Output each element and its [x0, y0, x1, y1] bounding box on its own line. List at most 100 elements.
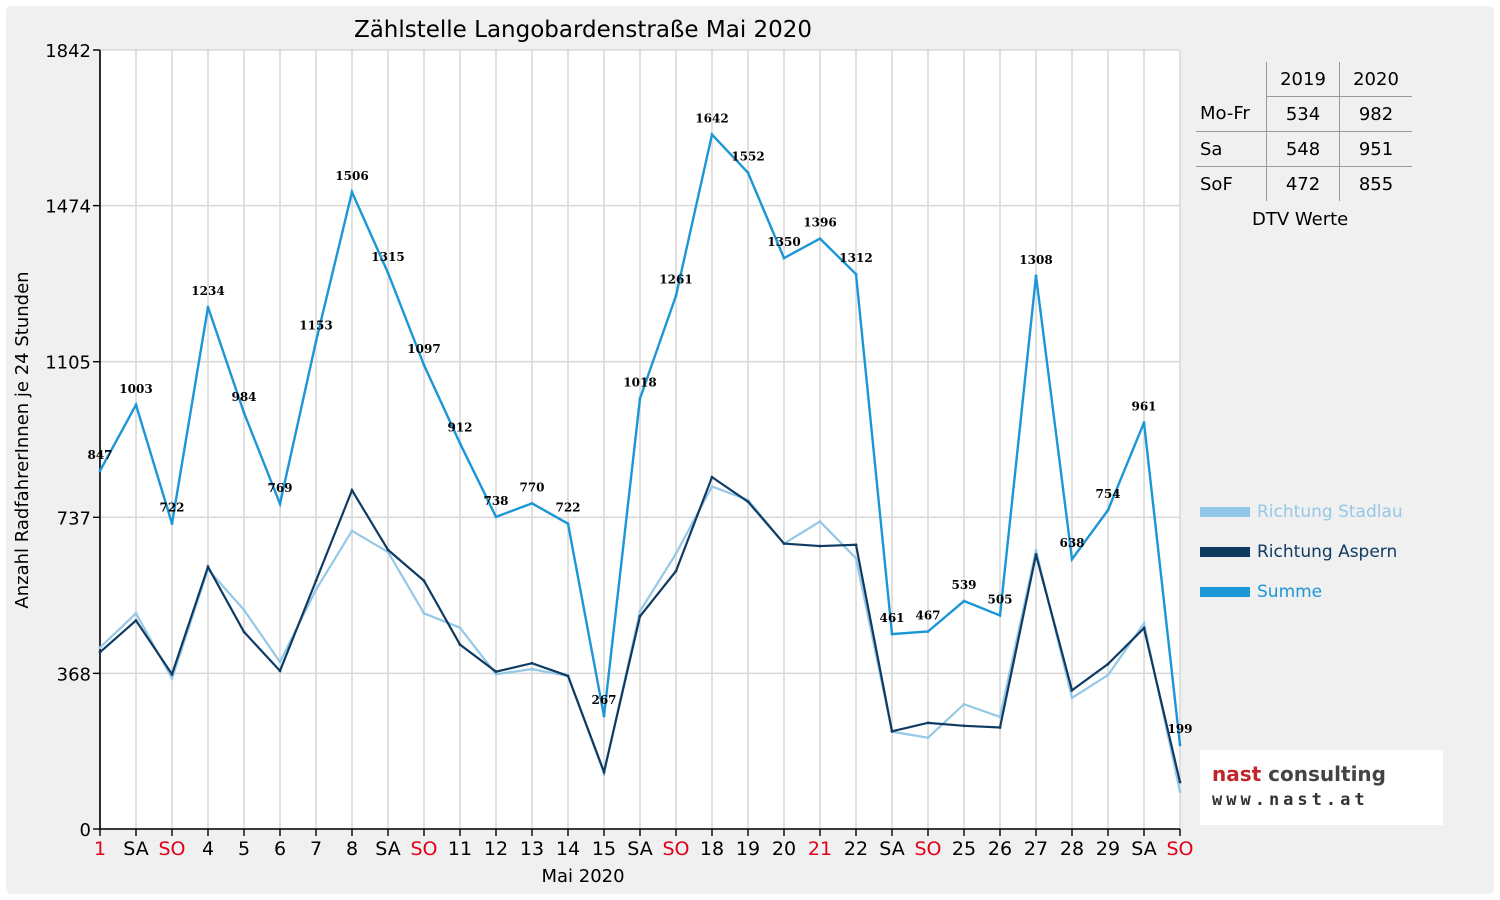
x-tick-label: SA: [627, 838, 652, 860]
data-point: [854, 272, 858, 276]
data-point: [818, 544, 822, 548]
data-point: [854, 543, 858, 547]
x-tick-label: SA: [375, 838, 400, 860]
data-point: [638, 609, 642, 613]
data-label: 722: [159, 501, 184, 515]
data-point: [278, 660, 282, 664]
dtv-row-label: Mo-Fr: [1196, 96, 1267, 132]
data-point: [1070, 557, 1074, 561]
x-tick-label: 8: [346, 838, 358, 860]
data-point: [1034, 548, 1038, 552]
x-tick-label: 15: [592, 838, 616, 860]
x-tick-label: 27: [1024, 838, 1048, 860]
data-point: [890, 729, 894, 733]
dtv-row: Sa 548 951: [1196, 131, 1412, 167]
x-tick-label: SO: [158, 838, 185, 860]
data-point: [458, 441, 462, 445]
data-point: [746, 171, 750, 175]
data-point: [1106, 508, 1110, 512]
dtv-header-row: 2019 2020: [1196, 62, 1412, 97]
x-tick-label: 7: [310, 838, 322, 860]
data-point: [422, 579, 426, 583]
x-tick-label: 1: [94, 838, 106, 860]
x-tick-label: 12: [484, 838, 508, 860]
data-point: [494, 515, 498, 519]
data-point: [638, 614, 642, 618]
data-label: 847: [87, 448, 112, 462]
dtv-cell: 855: [1339, 166, 1412, 201]
x-axis-label: Mai 2020: [541, 866, 624, 887]
data-label: 505: [987, 592, 1012, 606]
data-point: [242, 411, 246, 415]
dtv-caption: DTV Werte: [1252, 209, 1349, 230]
data-point: [494, 670, 498, 674]
data-point: [1034, 274, 1038, 278]
legend-label: Richtung Aspern: [1257, 542, 1398, 562]
data-label: 1396: [803, 216, 836, 230]
logo-url: www.nast.at: [1212, 790, 1369, 810]
data-point: [170, 522, 174, 526]
dtv-cell: 951: [1339, 131, 1412, 167]
x-tick-label: 25: [952, 838, 976, 860]
data-point: [1070, 696, 1074, 700]
x-tick-label: 5: [238, 838, 250, 860]
legend: Richtung Stadlau Richtung Aspern Summe: [1200, 492, 1403, 612]
data-label: 539: [951, 578, 976, 592]
data-point: [98, 650, 102, 654]
data-point: [1034, 553, 1038, 556]
data-point: [638, 397, 642, 400]
data-label: 1506: [335, 169, 368, 183]
data-point: [746, 500, 750, 504]
data-point: [926, 721, 930, 725]
data-point: [674, 294, 678, 298]
x-tick-label: SO: [410, 838, 437, 860]
data-point: [710, 485, 714, 488]
data-point: [1106, 662, 1110, 666]
y-tick-label: 1105: [45, 353, 91, 374]
y-tick-label: 1474: [45, 197, 91, 218]
data-point: [314, 579, 318, 583]
x-tick-label: SA: [879, 838, 904, 860]
data-label: 1315: [371, 250, 404, 264]
data-label: 1234: [191, 284, 224, 298]
data-point: [206, 565, 210, 569]
data-label: 461: [879, 611, 904, 625]
data-label: 1552: [731, 150, 764, 164]
data-label: 1642: [695, 112, 728, 126]
legend-label: Richtung Stadlau: [1257, 502, 1403, 522]
data-label: 267: [591, 693, 616, 707]
x-tick-label: 11: [448, 838, 472, 860]
data-label: 984: [231, 390, 256, 404]
x-tick-label: 29: [1096, 838, 1120, 860]
data-label: 1350: [767, 235, 800, 249]
data-point: [350, 190, 354, 194]
data-point: [1142, 622, 1146, 625]
data-point: [1178, 780, 1182, 784]
data-label: 1261: [659, 273, 692, 287]
x-tick-label: 14: [556, 838, 580, 860]
dtv-row-label: Sa: [1196, 131, 1267, 167]
data-label: 1003: [119, 382, 152, 396]
data-point: [98, 646, 102, 649]
data-point: [710, 133, 714, 136]
data-label: 961: [1131, 400, 1156, 414]
x-tick-label: 22: [844, 838, 868, 860]
x-tick-label: SO: [1166, 838, 1193, 860]
x-tick-label: SO: [914, 838, 941, 860]
data-label: 738: [483, 494, 508, 508]
dtv-row: SoF 472 855: [1196, 166, 1412, 201]
data-label: 1153: [299, 318, 332, 332]
data-point: [854, 556, 858, 560]
data-label: 1312: [839, 251, 872, 265]
data-label: 769: [267, 481, 292, 495]
logo-word-1: nast: [1212, 762, 1262, 786]
dtv-cell: 548: [1266, 131, 1340, 167]
data-point: [1178, 790, 1182, 794]
data-point: [602, 714, 606, 718]
data-point: [350, 529, 354, 533]
data-point: [818, 520, 822, 523]
data-point: [674, 569, 678, 573]
data-point: [422, 363, 426, 367]
legend-item-summe: Summe: [1200, 572, 1403, 612]
